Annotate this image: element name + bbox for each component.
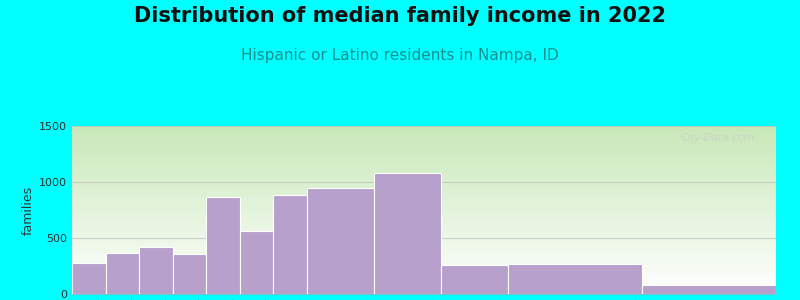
Bar [240, 231, 273, 294]
Bar [508, 264, 642, 294]
Bar [173, 254, 206, 294]
Bar [374, 173, 441, 294]
Text: Distribution of median family income in 2022: Distribution of median family income in … [134, 6, 666, 26]
Bar [273, 195, 306, 294]
Bar [106, 253, 139, 294]
Bar [72, 262, 106, 294]
Bar [441, 265, 508, 294]
Bar [139, 247, 173, 294]
Bar [642, 285, 776, 294]
Y-axis label: families: families [22, 185, 35, 235]
Text: City-Data.com: City-Data.com [681, 133, 755, 143]
Bar [306, 188, 374, 294]
Text: Hispanic or Latino residents in Nampa, ID: Hispanic or Latino residents in Nampa, I… [241, 48, 559, 63]
Bar [206, 196, 240, 294]
